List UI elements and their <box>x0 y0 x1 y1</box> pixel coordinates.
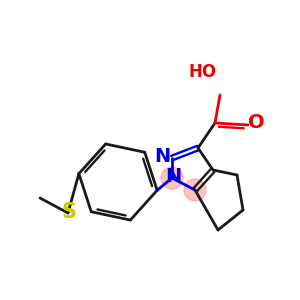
Text: N: N <box>165 167 181 187</box>
Text: O: O <box>248 113 264 133</box>
Text: N: N <box>154 146 170 166</box>
Text: HO: HO <box>189 63 217 81</box>
Circle shape <box>161 167 183 189</box>
Circle shape <box>184 179 206 201</box>
Text: S: S <box>61 202 76 222</box>
